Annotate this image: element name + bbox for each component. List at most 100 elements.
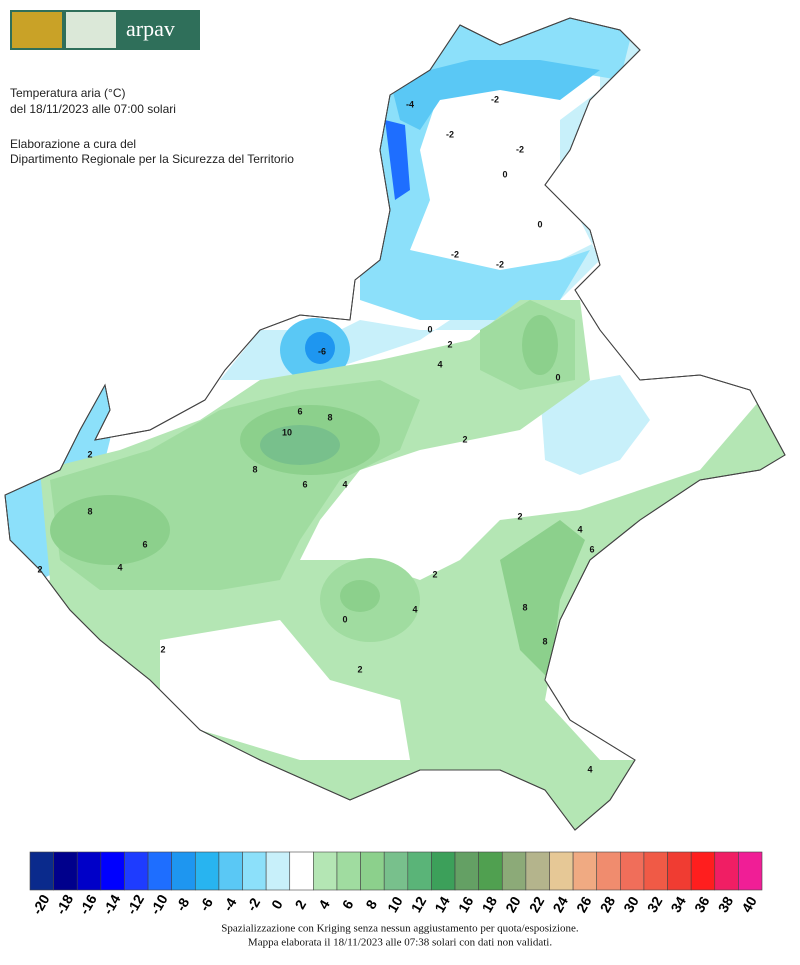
legend-swatch [596,851,621,891]
contour-label: 4 [577,524,582,534]
footer-line: Mappa elaborata il 18/11/2023 alle 07:38… [248,937,552,949]
legend-label: 32 [644,893,666,915]
legend-label: 12 [408,893,430,915]
legend-swatch [76,851,102,891]
legend-label: 20 [502,893,524,915]
legend-label: -4 [220,895,240,914]
legend-label: 36 [691,893,713,915]
logo: arpav [10,10,200,50]
zone-m6 [305,332,335,364]
legend-swatch [265,851,291,891]
contour-label: 2 [37,564,42,574]
zone-6c [340,580,380,612]
legend-label: -8 [172,895,192,914]
contour-label: -2 [446,129,454,139]
contour-label: 8 [87,506,92,516]
legend-swatch [525,851,550,891]
legend-swatch [690,851,716,891]
legend-swatch [100,851,125,891]
legend-swatch [714,851,739,891]
legend-label: 22 [526,893,548,915]
map [5,18,785,830]
zone-0b [540,375,650,475]
legend-swatch [431,851,456,891]
legend-label: 14 [431,893,453,915]
contour-label: -2 [496,259,504,269]
legend-swatch [147,851,172,891]
legend-swatch [289,851,314,891]
legend-swatch [549,851,574,891]
legend-swatch [572,851,598,891]
credit-line: Dipartimento Regionale per la Sicurezza … [10,152,294,166]
contour-label: 6 [589,544,594,554]
legend-label: -6 [196,895,216,914]
legend-label: 0 [268,897,286,912]
zone-m8 [385,120,410,200]
contour-label: 2 [87,449,92,459]
contour-label: 0 [537,219,542,229]
legend-label: 18 [479,893,501,915]
contour-label: -4 [406,99,414,109]
legend-label: 30 [620,893,642,915]
contour-label: -2 [516,144,524,154]
legend: -20 -18 -16 -14 -12 -10 -8 -6 -4 -2 0 2 4 6 8 10 12 14 16 1… [29,851,763,917]
contour-label: 0 [502,169,507,179]
legend-label: 24 [549,893,571,915]
contour-label: 2 [517,511,522,521]
legend-label: 38 [715,893,737,915]
legend-label: 40 [738,893,760,915]
contour-label: 4 [437,359,442,369]
contour-label: 2 [447,339,452,349]
legend-label: 34 [667,893,689,915]
contour-label: 2 [432,569,437,579]
legend-label: 26 [573,893,595,915]
legend-label: -16 [76,891,100,917]
footer-line: Spazializzazione con Kriging senza nessu… [221,923,579,935]
contour-label: 2 [160,644,165,654]
legend-label: -18 [52,891,76,917]
contour-label: 6 [302,479,307,489]
contour-label: 6 [142,539,147,549]
legend-label: -14 [100,891,124,917]
contour-label: 2 [357,664,362,674]
legend-swatch [501,851,527,891]
legend-swatch [667,851,692,891]
legend-label: 2 [292,897,310,912]
legend-swatch [478,851,503,891]
legend-label: 10 [384,893,406,915]
contour-label: 0 [342,614,347,624]
contour-label: 4 [342,479,347,489]
contour-label: 8 [522,602,527,612]
legend-label: -20 [29,891,53,917]
legend-swatch [360,851,385,891]
contour-label: 8 [327,412,332,422]
contour-label: -2 [451,249,459,259]
contour-label: 2 [462,434,467,444]
legend-swatch [738,851,763,891]
zone-8e [522,315,558,375]
logo-lion [12,12,62,48]
legend-swatch [242,851,267,891]
legend-swatch [336,851,361,891]
legend-swatch [620,851,645,891]
legend-swatch [643,851,668,891]
legend-swatch [313,851,338,891]
contour-label: 4 [117,562,122,572]
contour-label: 0 [427,324,432,334]
logo-mark [66,12,116,48]
zone-6s [500,520,585,680]
contour-label: 4 [587,764,592,774]
title-line: del 18/11/2023 alle 07:00 solari [10,102,176,116]
legend-swatch [407,851,432,891]
contour-label: 8 [542,636,547,646]
contour-label: -6 [318,346,326,356]
legend-label: -2 [243,895,263,914]
legend-label: 28 [597,893,619,915]
zone-10 [260,425,340,465]
legend-swatch [383,851,409,891]
region-border [4,17,786,831]
legend-swatch [218,851,243,891]
legend-swatch [194,851,220,891]
